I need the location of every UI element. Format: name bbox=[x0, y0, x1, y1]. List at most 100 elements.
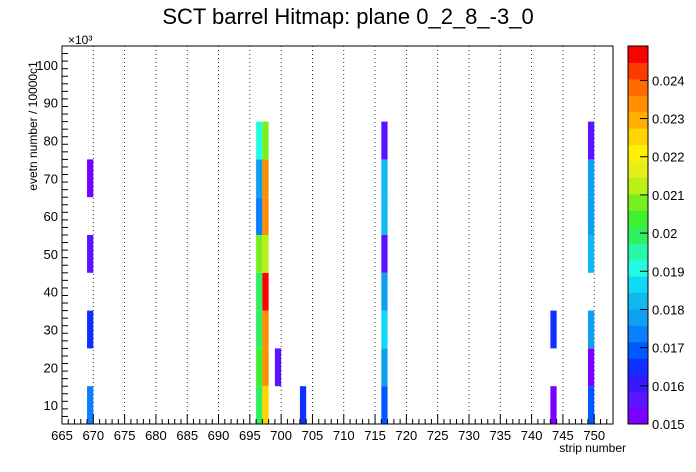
heatmap-cell bbox=[262, 121, 269, 160]
x-tick-label: 725 bbox=[427, 428, 449, 443]
heatmap-cell bbox=[587, 348, 595, 387]
heatmap-cell bbox=[587, 197, 595, 235]
heatmap-cell bbox=[256, 159, 263, 198]
palette-swatch bbox=[628, 128, 648, 146]
y-tick-label: 30 bbox=[44, 323, 58, 338]
heatmap-cell bbox=[381, 272, 388, 311]
palette-swatch bbox=[628, 259, 648, 277]
x-axis-title: strip number bbox=[559, 441, 626, 455]
x-tick-label: 715 bbox=[364, 428, 386, 443]
heatmap-cell bbox=[274, 348, 282, 387]
y-tick-label: 60 bbox=[44, 209, 58, 224]
heatmap-cell bbox=[262, 310, 269, 349]
palette-swatch bbox=[628, 292, 648, 310]
y-tick-label: 70 bbox=[44, 171, 58, 186]
color-palette: 0.015 0.016 0.017 0.018 0.019 0.02 0.021 0.022 0… bbox=[627, 45, 685, 432]
palette-swatch bbox=[628, 111, 648, 129]
heatmap-cell bbox=[381, 386, 388, 424]
x-tick-label: 665 bbox=[51, 428, 73, 443]
heatmap-cell bbox=[381, 121, 388, 160]
heatmap-cell bbox=[87, 159, 94, 198]
palette-tick-label: 0.021 bbox=[652, 188, 685, 203]
y-tick-label: 90 bbox=[44, 96, 58, 111]
palette-swatch bbox=[628, 62, 648, 80]
palette-tick-label: 0.017 bbox=[652, 341, 685, 356]
heatmap-cell bbox=[299, 386, 307, 424]
x-axis: 665 670 675 680 685 690 695 700 705 710 715 720 725 7… bbox=[51, 414, 614, 443]
palette-swatch bbox=[628, 95, 648, 113]
palette-tick-label: 0.018 bbox=[652, 302, 685, 317]
y-exponent-label: ×10³ bbox=[68, 33, 92, 47]
palette-swatch bbox=[628, 46, 648, 63]
heatmap-cell bbox=[256, 235, 263, 273]
heatmap-cell bbox=[587, 386, 595, 424]
heatmap-cell bbox=[550, 310, 557, 349]
heatmap-cell bbox=[587, 235, 595, 273]
x-tick-label: 675 bbox=[114, 428, 136, 443]
heatmap-cell bbox=[587, 159, 595, 198]
chart-title: SCT barrel Hitmap: plane 0_2_8_-3_0 bbox=[162, 4, 533, 29]
y-axis: 10 20 30 40 50 60 70 80 90 100 bbox=[36, 45, 68, 425]
heatmap-cell bbox=[381, 348, 388, 387]
palette-swatch bbox=[628, 210, 648, 228]
palette-tick-label: 0.02 bbox=[652, 226, 677, 241]
palette-tick-label: 0.015 bbox=[652, 417, 685, 432]
palette-swatch bbox=[628, 243, 648, 261]
palette-swatch bbox=[628, 161, 648, 178]
y-axis-title: evetn number / 10000c1 bbox=[26, 61, 40, 191]
heatmap-cells bbox=[87, 121, 595, 424]
palette-swatch bbox=[628, 391, 648, 409]
heatmap-cell bbox=[381, 235, 388, 273]
heatmap-cell bbox=[256, 348, 263, 387]
y-tick-label: 40 bbox=[44, 285, 58, 300]
heatmap-cell bbox=[262, 272, 269, 311]
x-tick-label: 695 bbox=[239, 428, 261, 443]
heatmap-cell bbox=[262, 159, 269, 198]
palette-swatch bbox=[628, 358, 648, 376]
palette-tick-label: 0.016 bbox=[652, 379, 685, 394]
palette-swatch bbox=[628, 226, 648, 244]
heatmap-cell bbox=[256, 197, 263, 235]
x-tick-label: 705 bbox=[302, 428, 324, 443]
y-tick-label: 100 bbox=[36, 58, 58, 73]
x-tick-label: 700 bbox=[270, 428, 292, 443]
x-tick-label: 735 bbox=[489, 428, 511, 443]
heatmap-cell bbox=[262, 348, 269, 387]
heatmap-cell bbox=[256, 272, 263, 311]
heatmap-cell bbox=[256, 386, 263, 424]
x-tick-label: 680 bbox=[145, 428, 167, 443]
x-tick-label: 740 bbox=[521, 428, 543, 443]
heatmap-cell bbox=[587, 121, 595, 160]
heatmap-cell bbox=[87, 386, 94, 424]
palette-swatch bbox=[628, 407, 648, 425]
heatmap-cell bbox=[87, 310, 94, 349]
x-tick-label: 720 bbox=[396, 428, 418, 443]
palette-swatch bbox=[628, 177, 648, 195]
heatmap-cell bbox=[381, 159, 388, 198]
x-tick-label: 745 bbox=[552, 428, 574, 443]
y-tick-label: 80 bbox=[44, 134, 58, 149]
palette-swatch bbox=[628, 144, 648, 162]
x-tick-label: 750 bbox=[583, 428, 605, 443]
palette-swatch bbox=[628, 308, 648, 326]
palette-swatch bbox=[628, 374, 648, 392]
heatmap-cell bbox=[381, 197, 388, 235]
heatmap-cell bbox=[550, 386, 557, 424]
palette-swatch bbox=[628, 193, 648, 211]
heatmap-cell bbox=[256, 310, 263, 349]
palette-swatch bbox=[628, 78, 648, 96]
y-tick-label: 20 bbox=[44, 360, 58, 375]
heatmap-cell bbox=[262, 235, 269, 273]
y-tick-label: 10 bbox=[44, 398, 58, 413]
y-tick-label: 50 bbox=[44, 247, 58, 262]
palette-swatch bbox=[628, 325, 648, 343]
palette-swatch bbox=[628, 341, 648, 359]
heatmap-cell bbox=[87, 235, 94, 273]
x-tick-label: 710 bbox=[333, 428, 355, 443]
palette-frame bbox=[627, 45, 649, 425]
heatmap-cell bbox=[587, 310, 595, 349]
heatmap-cell bbox=[256, 121, 263, 160]
palette-tick-label: 0.024 bbox=[652, 73, 685, 88]
